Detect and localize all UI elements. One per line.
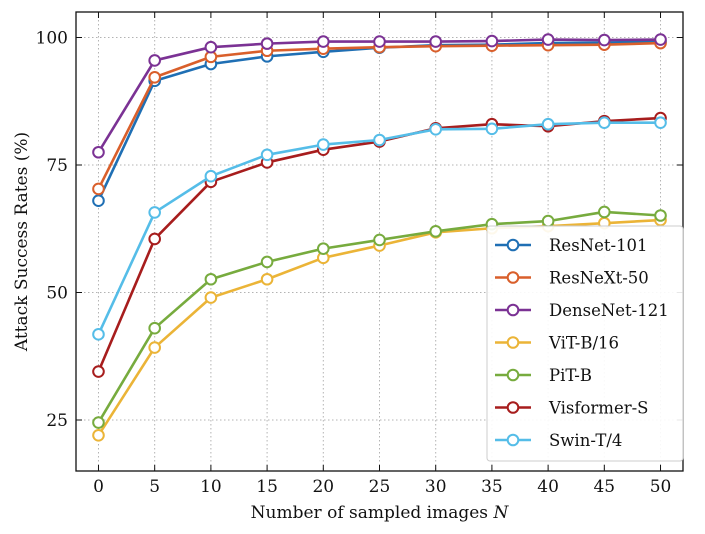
y-tick-label: 50 <box>46 284 68 304</box>
data-point <box>373 233 386 247</box>
legend-item: DenseNet-121 <box>495 301 669 320</box>
data-point <box>260 255 274 269</box>
data-point <box>92 365 105 378</box>
data-point <box>598 116 611 129</box>
series-densenet-121 <box>92 33 667 159</box>
x-tick-label: 45 <box>593 477 615 497</box>
data-point <box>429 123 443 136</box>
x-tick-label: 0 <box>93 477 104 497</box>
x-axis-title: Number of sampled images N <box>251 503 510 523</box>
x-tick-label: 15 <box>256 477 278 497</box>
legend-swatch-marker <box>506 336 520 349</box>
legend-label: Swin-T/4 <box>549 431 622 450</box>
data-point <box>598 33 611 47</box>
data-point <box>316 138 330 151</box>
data-point <box>541 33 555 46</box>
data-point <box>654 116 667 129</box>
legend-item: Swin-T/4 <box>495 431 622 450</box>
legend-swatch-marker <box>506 238 520 252</box>
legend-item: ViT-B/16 <box>495 334 619 353</box>
data-point <box>148 341 161 354</box>
data-point <box>148 321 161 335</box>
legend-label: PiT-B <box>549 366 592 385</box>
axis-ticks: 0 5 10 15 20 25 30 35 40 45 50 25 50 75 100 <box>36 12 683 497</box>
data-point <box>204 272 218 286</box>
legend-item: PiT-B <box>495 366 592 385</box>
data-point <box>485 122 499 136</box>
data-point <box>148 54 161 67</box>
legend-swatch-marker <box>506 271 520 284</box>
data-point <box>260 37 274 50</box>
data-point <box>260 272 274 286</box>
series-swin-t-4 <box>92 116 667 341</box>
legend-item: Visformer-S <box>495 399 648 418</box>
data-point <box>92 145 105 159</box>
data-point <box>260 148 274 162</box>
x-axis-title-var: N <box>492 503 509 523</box>
y-tick-label: 100 <box>36 29 68 49</box>
y-tick-label: 25 <box>46 411 68 431</box>
data-point <box>598 205 611 219</box>
x-tick-label: 10 <box>200 477 222 497</box>
data-point <box>429 225 443 238</box>
data-point <box>92 416 105 429</box>
x-tick-label: 25 <box>369 477 391 497</box>
data-point <box>204 291 218 304</box>
x-tick-label: 30 <box>425 477 447 497</box>
legend: ResNet-101 ResNeXt-50 DenseNet-121 ViT-B/16… <box>486 225 684 462</box>
legend-label: Visformer-S <box>548 399 648 418</box>
legend-swatch-marker <box>506 433 520 447</box>
legend-label: ResNeXt-50 <box>549 269 649 288</box>
y-axis-title: Attack Success Rates (%) <box>12 132 32 352</box>
data-point <box>316 242 330 255</box>
x-tick-label: 35 <box>481 477 503 497</box>
legend-item: ResNeXt-50 <box>495 269 649 288</box>
legend-swatch-marker <box>506 368 520 382</box>
data-point <box>148 232 161 246</box>
data-point <box>92 182 105 196</box>
data-point <box>204 40 218 54</box>
data-point <box>148 206 161 219</box>
legend-swatch-marker <box>506 303 520 317</box>
data-point <box>92 194 105 207</box>
series-layer <box>92 33 667 442</box>
legend-label: ResNet-101 <box>549 236 648 255</box>
data-point <box>92 429 105 442</box>
legend-swatch-marker <box>506 401 520 414</box>
data-point <box>654 33 667 46</box>
y-tick-label: 75 <box>46 156 68 176</box>
data-point <box>204 169 218 183</box>
x-tick-label: 5 <box>149 477 160 497</box>
data-point <box>485 34 499 48</box>
data-point <box>316 35 330 48</box>
data-point <box>373 133 386 147</box>
legend-label: DenseNet-121 <box>549 301 669 320</box>
data-point <box>654 209 667 222</box>
x-tick-label: 50 <box>650 477 672 497</box>
legend-label: ViT-B/16 <box>548 334 619 353</box>
x-axis-title-text: Number of sampled images <box>251 503 488 523</box>
data-point <box>373 35 386 48</box>
data-point <box>541 214 555 228</box>
data-point <box>148 70 161 84</box>
series-pit-b <box>92 205 667 429</box>
data-point <box>92 328 105 341</box>
x-tick-label: 20 <box>312 477 334 497</box>
legend-box <box>486 225 684 462</box>
data-point <box>429 35 443 48</box>
x-tick-label: 40 <box>537 477 559 497</box>
data-point <box>541 117 555 131</box>
legend-item: ResNet-101 <box>495 236 648 255</box>
